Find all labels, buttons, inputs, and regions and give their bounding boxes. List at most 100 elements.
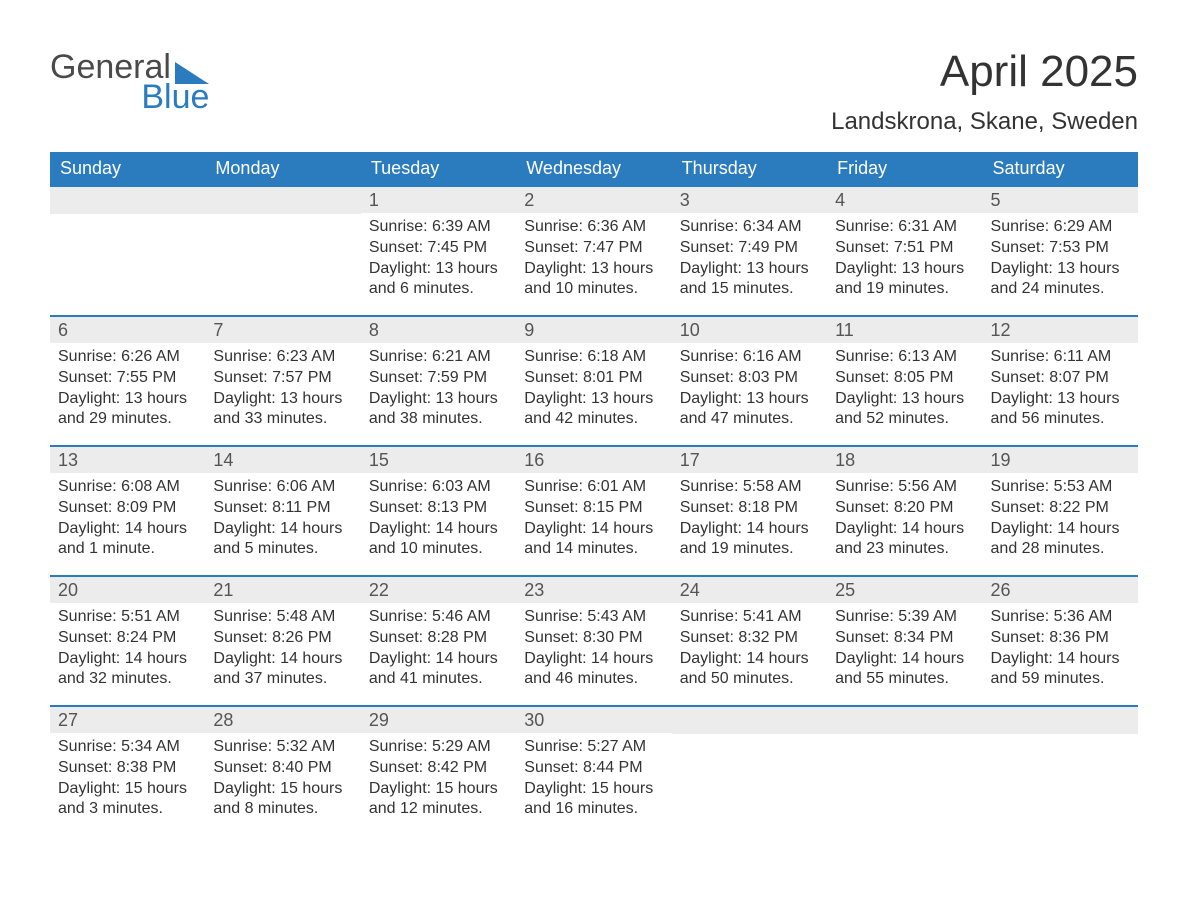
weekday-header: Tuesday (361, 152, 516, 185)
day-cell: 4Sunrise: 6:31 AMSunset: 7:51 PMDaylight… (827, 187, 982, 315)
sunset-text: Sunset: 8:07 PM (991, 368, 1130, 389)
sunrise-text: Sunrise: 6:29 AM (991, 217, 1130, 238)
sunrise-text: Sunrise: 6:36 AM (524, 217, 663, 238)
daylight-text: Daylight: 15 hours and 3 minutes. (58, 779, 197, 821)
day-body: Sunrise: 6:18 AMSunset: 8:01 PMDaylight:… (516, 343, 671, 438)
day-body: Sunrise: 5:58 AMSunset: 8:18 PMDaylight:… (672, 473, 827, 568)
day-cell: 13Sunrise: 6:08 AMSunset: 8:09 PMDayligh… (50, 447, 205, 575)
daylight-text: Daylight: 13 hours and 38 minutes. (369, 389, 508, 431)
day-number: 6 (50, 317, 205, 343)
day-number: 8 (361, 317, 516, 343)
sunrise-text: Sunrise: 5:39 AM (835, 607, 974, 628)
day-number: 19 (983, 447, 1138, 473)
sunrise-text: Sunrise: 5:36 AM (991, 607, 1130, 628)
day-number (827, 707, 982, 734)
weekday-header: Wednesday (516, 152, 671, 185)
sunrise-text: Sunrise: 6:06 AM (213, 477, 352, 498)
daylight-text: Daylight: 13 hours and 10 minutes. (524, 259, 663, 301)
sunrise-text: Sunrise: 6:34 AM (680, 217, 819, 238)
weekday-header-row: Sunday Monday Tuesday Wednesday Thursday… (50, 152, 1138, 185)
day-body: Sunrise: 6:31 AMSunset: 7:51 PMDaylight:… (827, 213, 982, 308)
daylight-text: Daylight: 14 hours and 23 minutes. (835, 519, 974, 561)
week-row: 20Sunrise: 5:51 AMSunset: 8:24 PMDayligh… (50, 575, 1138, 705)
day-body: Sunrise: 6:29 AMSunset: 7:53 PMDaylight:… (983, 213, 1138, 308)
sunset-text: Sunset: 8:42 PM (369, 758, 508, 779)
day-cell: 3Sunrise: 6:34 AMSunset: 7:49 PMDaylight… (672, 187, 827, 315)
day-body: Sunrise: 6:03 AMSunset: 8:13 PMDaylight:… (361, 473, 516, 568)
day-number: 30 (516, 707, 671, 733)
daylight-text: Daylight: 14 hours and 1 minute. (58, 519, 197, 561)
sunset-text: Sunset: 8:18 PM (680, 498, 819, 519)
sunrise-text: Sunrise: 5:29 AM (369, 737, 508, 758)
day-cell (983, 707, 1138, 835)
day-body: Sunrise: 6:39 AMSunset: 7:45 PMDaylight:… (361, 213, 516, 308)
sunset-text: Sunset: 8:38 PM (58, 758, 197, 779)
sunset-text: Sunset: 8:11 PM (213, 498, 352, 519)
day-number (672, 707, 827, 734)
day-cell: 30Sunrise: 5:27 AMSunset: 8:44 PMDayligh… (516, 707, 671, 835)
day-number: 25 (827, 577, 982, 603)
sunset-text: Sunset: 7:45 PM (369, 238, 508, 259)
day-cell: 25Sunrise: 5:39 AMSunset: 8:34 PMDayligh… (827, 577, 982, 705)
sunrise-text: Sunrise: 6:23 AM (213, 347, 352, 368)
daylight-text: Daylight: 14 hours and 5 minutes. (213, 519, 352, 561)
sunrise-text: Sunrise: 5:48 AM (213, 607, 352, 628)
sunset-text: Sunset: 7:55 PM (58, 368, 197, 389)
day-cell: 11Sunrise: 6:13 AMSunset: 8:05 PMDayligh… (827, 317, 982, 445)
day-cell: 12Sunrise: 6:11 AMSunset: 8:07 PMDayligh… (983, 317, 1138, 445)
sunrise-text: Sunrise: 5:46 AM (369, 607, 508, 628)
sunset-text: Sunset: 8:44 PM (524, 758, 663, 779)
day-cell: 5Sunrise: 6:29 AMSunset: 7:53 PMDaylight… (983, 187, 1138, 315)
day-cell (205, 187, 360, 315)
day-cell: 16Sunrise: 6:01 AMSunset: 8:15 PMDayligh… (516, 447, 671, 575)
sunset-text: Sunset: 8:22 PM (991, 498, 1130, 519)
sunrise-text: Sunrise: 6:39 AM (369, 217, 508, 238)
day-number: 17 (672, 447, 827, 473)
sunrise-text: Sunrise: 6:18 AM (524, 347, 663, 368)
sunrise-text: Sunrise: 6:01 AM (524, 477, 663, 498)
sunrise-text: Sunrise: 6:11 AM (991, 347, 1130, 368)
sunset-text: Sunset: 8:36 PM (991, 628, 1130, 649)
day-number: 24 (672, 577, 827, 603)
sunrise-text: Sunrise: 5:41 AM (680, 607, 819, 628)
sunset-text: Sunset: 8:30 PM (524, 628, 663, 649)
day-cell: 15Sunrise: 6:03 AMSunset: 8:13 PMDayligh… (361, 447, 516, 575)
sunrise-text: Sunrise: 5:56 AM (835, 477, 974, 498)
day-body: Sunrise: 5:34 AMSunset: 8:38 PMDaylight:… (50, 733, 205, 828)
day-cell: 24Sunrise: 5:41 AMSunset: 8:32 PMDayligh… (672, 577, 827, 705)
sunset-text: Sunset: 7:51 PM (835, 238, 974, 259)
day-cell: 7Sunrise: 6:23 AMSunset: 7:57 PMDaylight… (205, 317, 360, 445)
day-number: 15 (361, 447, 516, 473)
logo: General Blue (50, 50, 209, 114)
sunrise-text: Sunrise: 5:27 AM (524, 737, 663, 758)
daylight-text: Daylight: 13 hours and 15 minutes. (680, 259, 819, 301)
daylight-text: Daylight: 13 hours and 56 minutes. (991, 389, 1130, 431)
day-body: Sunrise: 6:26 AMSunset: 7:55 PMDaylight:… (50, 343, 205, 438)
sunrise-text: Sunrise: 5:58 AM (680, 477, 819, 498)
daylight-text: Daylight: 13 hours and 29 minutes. (58, 389, 197, 431)
day-number: 26 (983, 577, 1138, 603)
sunrise-text: Sunrise: 6:26 AM (58, 347, 197, 368)
sunrise-text: Sunrise: 6:16 AM (680, 347, 819, 368)
sunrise-text: Sunrise: 5:51 AM (58, 607, 197, 628)
day-body: Sunrise: 6:11 AMSunset: 8:07 PMDaylight:… (983, 343, 1138, 438)
sunset-text: Sunset: 8:01 PM (524, 368, 663, 389)
day-body: Sunrise: 6:08 AMSunset: 8:09 PMDaylight:… (50, 473, 205, 568)
weekday-header: Thursday (672, 152, 827, 185)
day-body: Sunrise: 5:41 AMSunset: 8:32 PMDaylight:… (672, 603, 827, 698)
sunset-text: Sunset: 8:28 PM (369, 628, 508, 649)
day-number: 23 (516, 577, 671, 603)
daylight-text: Daylight: 13 hours and 52 minutes. (835, 389, 974, 431)
daylight-text: Daylight: 13 hours and 19 minutes. (835, 259, 974, 301)
sunset-text: Sunset: 8:20 PM (835, 498, 974, 519)
day-cell (50, 187, 205, 315)
day-body: Sunrise: 5:27 AMSunset: 8:44 PMDaylight:… (516, 733, 671, 828)
sunset-text: Sunset: 7:53 PM (991, 238, 1130, 259)
sunset-text: Sunset: 8:15 PM (524, 498, 663, 519)
day-cell: 17Sunrise: 5:58 AMSunset: 8:18 PMDayligh… (672, 447, 827, 575)
sunset-text: Sunset: 7:59 PM (369, 368, 508, 389)
daylight-text: Daylight: 14 hours and 19 minutes. (680, 519, 819, 561)
day-body: Sunrise: 5:56 AMSunset: 8:20 PMDaylight:… (827, 473, 982, 568)
weekday-header: Monday (205, 152, 360, 185)
day-number: 16 (516, 447, 671, 473)
